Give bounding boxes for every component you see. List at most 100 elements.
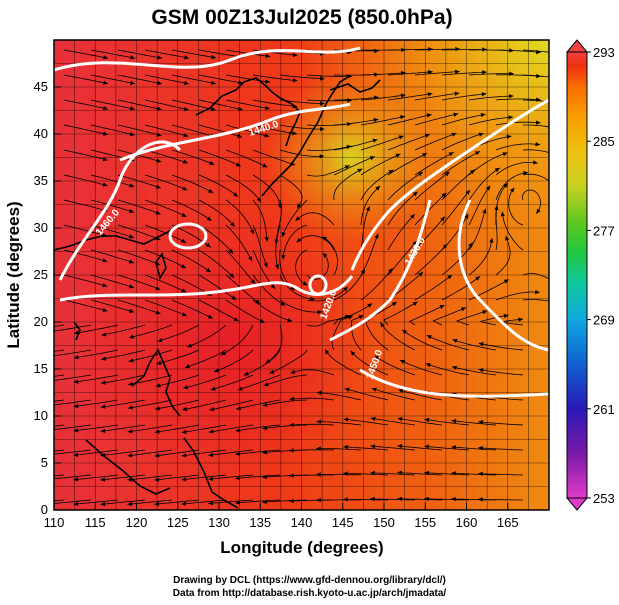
- streamline: [252, 274, 286, 306]
- streamline-arrowhead: [344, 387, 350, 392]
- streamline-arrowhead: [397, 444, 403, 449]
- streamline-arrowhead: [452, 338, 458, 343]
- streamline-arrowhead: [19, 502, 24, 506]
- streamline-arrowhead: [561, 155, 566, 159]
- streamline-arrowhead: [127, 477, 133, 482]
- streamline: [225, 99, 270, 110]
- streamline: [441, 151, 481, 176]
- streamline: [282, 224, 308, 260]
- streamline: [316, 421, 362, 426]
- streamline-arrowhead: [391, 302, 397, 307]
- streamline-arrowhead: [478, 132, 484, 137]
- streamline-arrowhead: [155, 261, 161, 266]
- streamline: [90, 149, 135, 162]
- streamline: [144, 124, 189, 137]
- streamline-arrowhead: [370, 470, 375, 476]
- streamline: [117, 124, 162, 137]
- streamline-arrowhead: [228, 248, 234, 254]
- streamline: [370, 417, 416, 426]
- streamline-arrowhead: [237, 133, 243, 138]
- streamline-arrowhead: [425, 133, 430, 138]
- streamline-arrowhead: [243, 371, 249, 376]
- streamline: [414, 171, 450, 201]
- streamline: [414, 216, 446, 251]
- streamline-arrowhead: [482, 208, 487, 214]
- streamline: [316, 448, 362, 451]
- streamline-arrowhead: [451, 132, 457, 137]
- streamline-arrowhead: [426, 335, 432, 340]
- streamline: [290, 369, 335, 376]
- streamline-arrowhead: [412, 191, 418, 197]
- streamline: [54, 324, 65, 327]
- streamline: [90, 249, 135, 264]
- streamline: [63, 249, 108, 262]
- streamline-arrowhead: [263, 382, 269, 387]
- streamline: [90, 124, 135, 136]
- streamline-arrowhead: [478, 368, 484, 373]
- streamline: [63, 124, 108, 135]
- coastline-taiwan: [155, 252, 167, 281]
- streamline-arrowhead: [451, 471, 456, 476]
- streamline: [414, 92, 460, 101]
- streamline: [63, 274, 108, 287]
- streamline: [343, 446, 389, 451]
- streamline: [90, 74, 135, 85]
- streamline-arrowhead: [127, 501, 133, 507]
- streamline-arrowhead: [427, 92, 433, 97]
- streamline: [333, 303, 373, 326]
- streamline: [63, 74, 109, 84]
- colorbar-bottom-arrow: [565, 497, 589, 511]
- streamline: [441, 169, 476, 201]
- coastline-japan: [261, 75, 351, 197]
- streamline: [198, 149, 241, 167]
- streamline-arrowhead: [205, 242, 211, 248]
- contour-line-8: [457, 199, 549, 352]
- streamline: [73, 399, 119, 407]
- streamline-arrowhead: [317, 310, 323, 315]
- streamline: [468, 185, 491, 226]
- streamline: [331, 315, 353, 351]
- streamline-arrowhead: [248, 256, 253, 262]
- streamline: [441, 213, 469, 251]
- streamline-arrowhead: [269, 369, 275, 374]
- contour-line-3: [58, 140, 182, 281]
- streamline: [387, 240, 418, 276]
- streamline-arrowhead: [128, 405, 133, 410]
- streamline: [63, 199, 108, 212]
- streamline: [501, 211, 524, 251]
- streamline: [441, 275, 481, 301]
- streamline: [154, 474, 200, 481]
- streamline-arrowhead: [236, 406, 241, 411]
- streamline: [144, 74, 189, 85]
- streamline: [296, 235, 335, 251]
- coastlines: [54, 75, 381, 509]
- streamline: [397, 472, 443, 476]
- streamline: [316, 474, 362, 476]
- streamline-arrowhead: [509, 187, 515, 193]
- streamline-arrowhead: [358, 315, 364, 320]
- streamline: [334, 96, 379, 101]
- streamline: [344, 388, 389, 401]
- streamline-arrowhead: [181, 288, 187, 293]
- coastline-hainan: [73, 321, 81, 341]
- streamline: [154, 424, 200, 433]
- streamline: [478, 369, 524, 376]
- streamline-arrowhead: [128, 259, 134, 264]
- streamline: [360, 115, 405, 126]
- streamline: [451, 472, 497, 476]
- streamline-arrowhead: [562, 128, 567, 132]
- streamline: [117, 274, 161, 290]
- streamline-arrowhead: [265, 359, 271, 364]
- streamline: [441, 71, 487, 76]
- streamline-arrowhead: [562, 302, 567, 306]
- contour-line-1: [54, 46, 361, 72]
- x-tick-label: 130: [208, 515, 230, 530]
- streamline-arrowhead: [182, 159, 188, 164]
- streamline: [100, 374, 146, 384]
- streamline: [117, 249, 161, 266]
- streamline: [495, 143, 541, 151]
- streamline: [198, 199, 236, 227]
- streamline: [455, 310, 488, 326]
- streamline: [225, 249, 256, 285]
- streamline: [252, 74, 298, 82]
